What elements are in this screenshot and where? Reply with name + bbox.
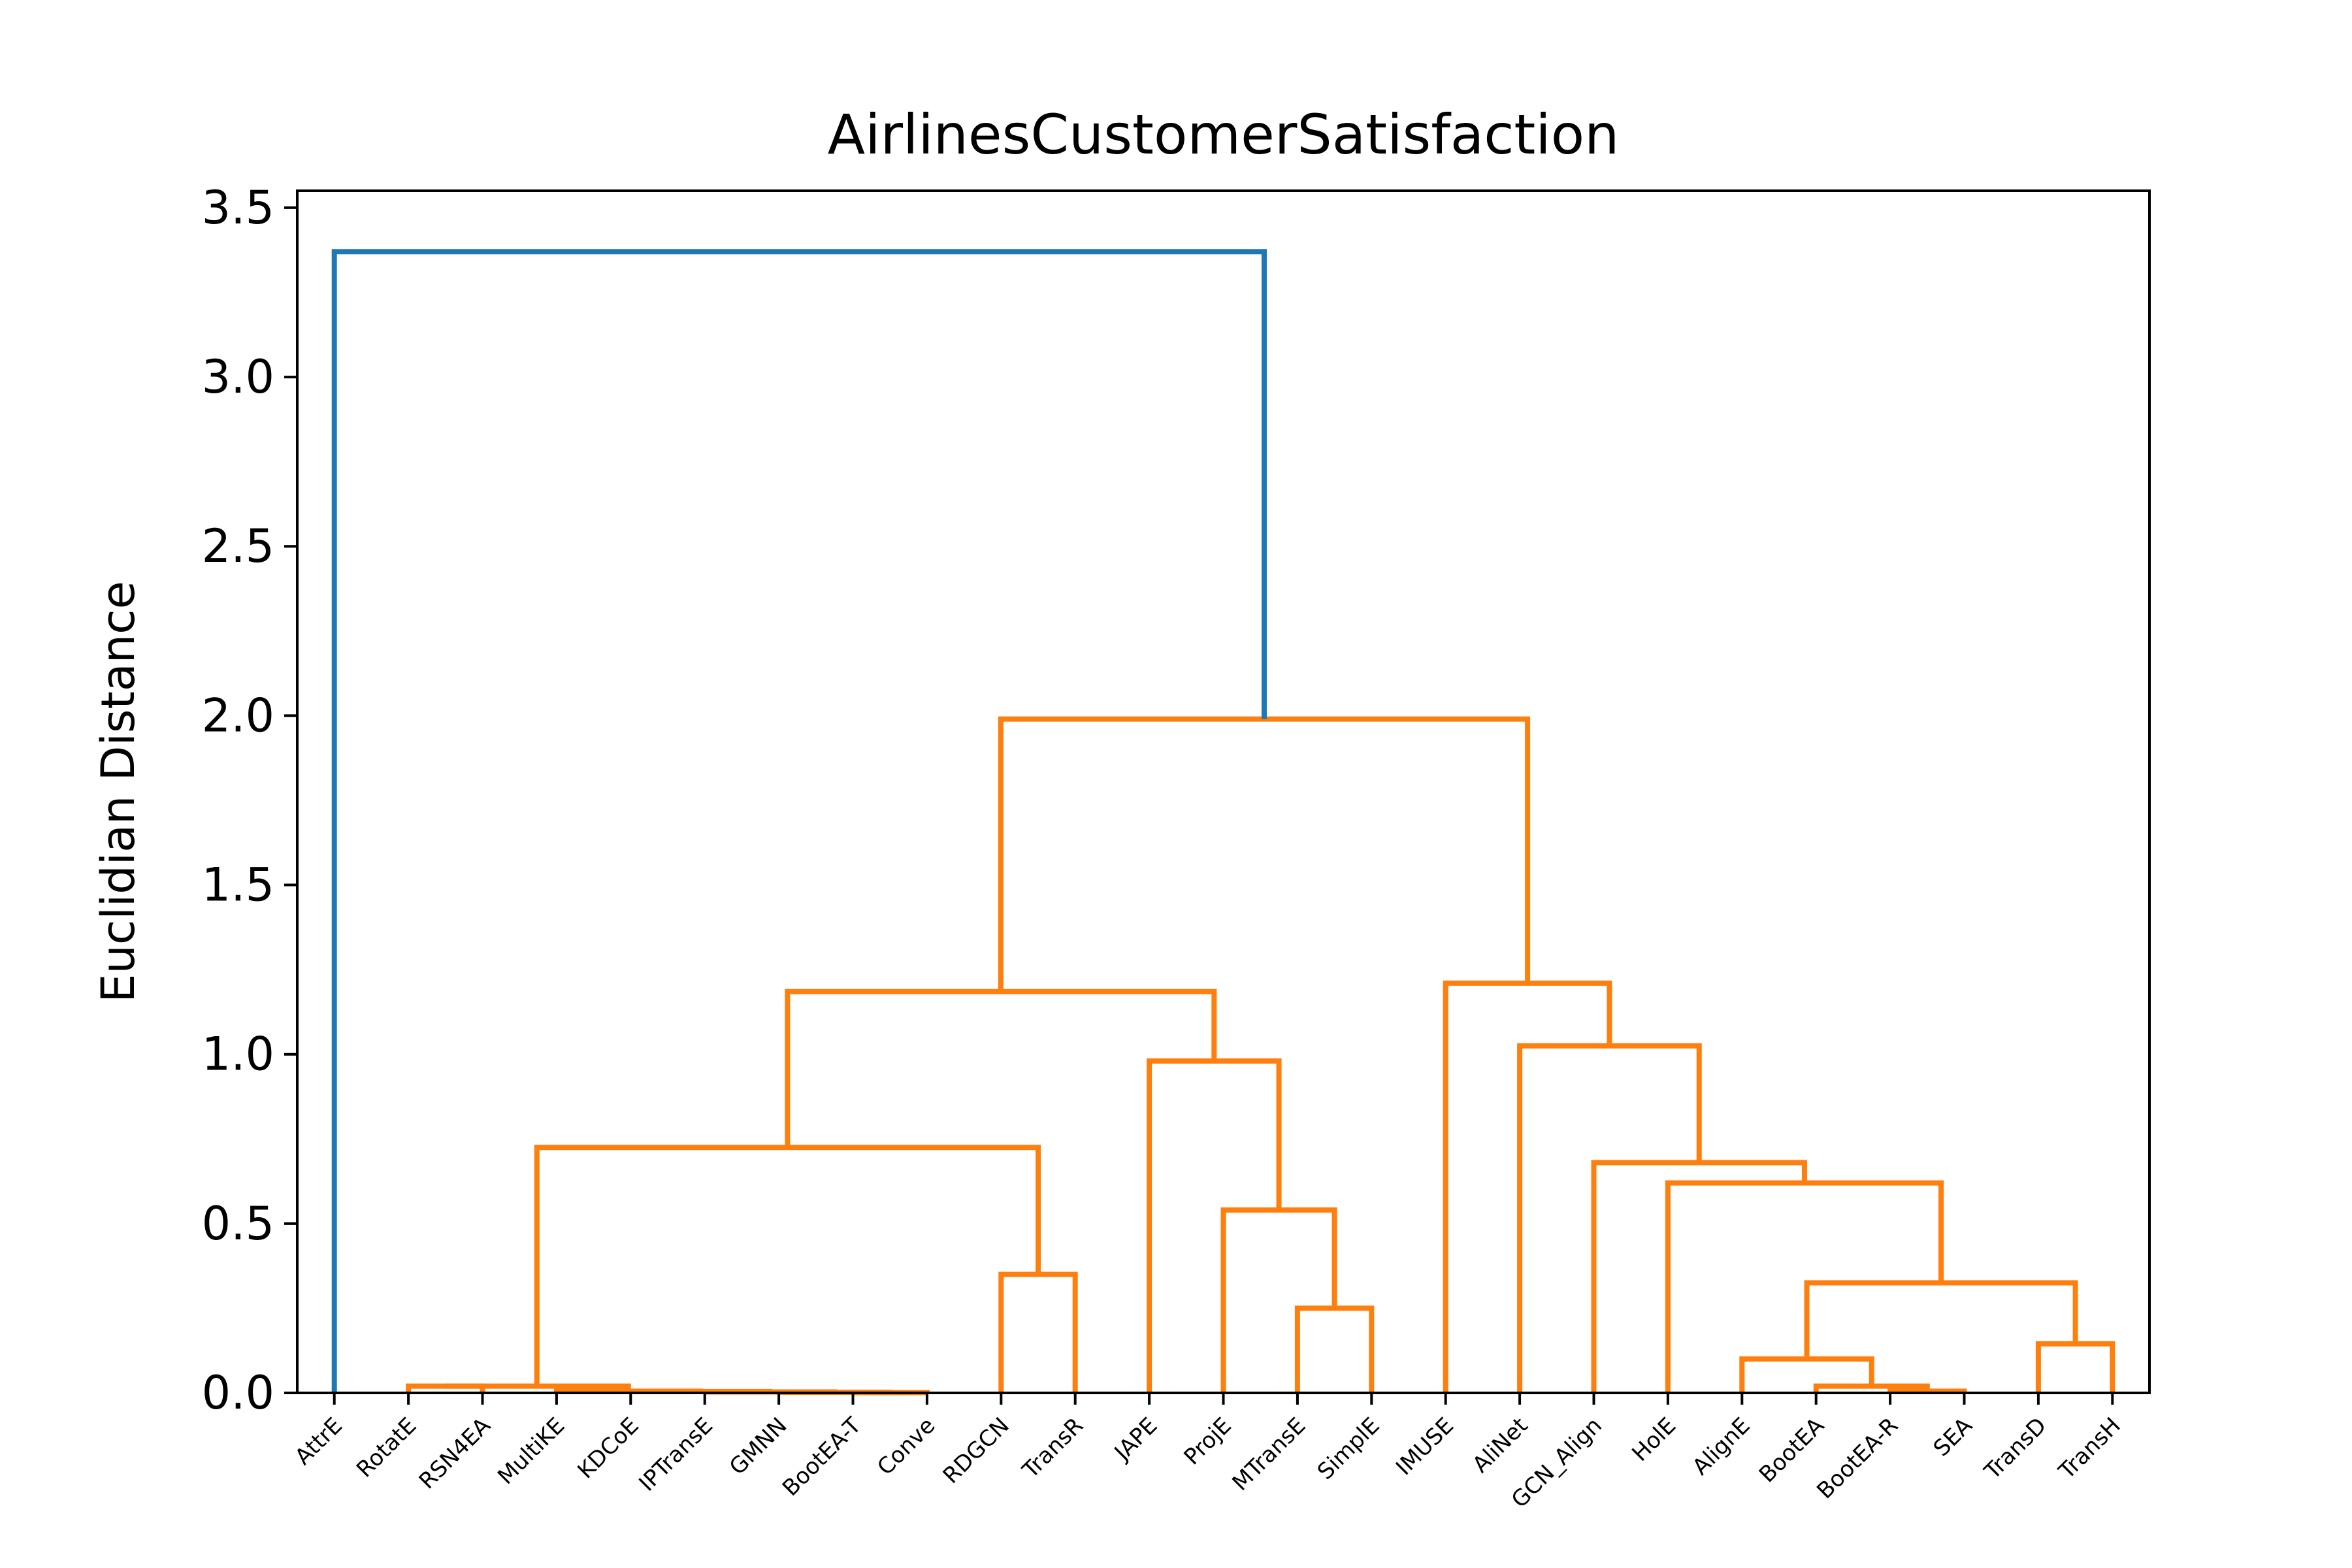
- y-tick-label: 0.5: [202, 1197, 274, 1250]
- dendrogram-link-12: [1804, 1280, 2078, 1360]
- y-axis-ticks: 0.0 0.5 1.0 1.5 2.0 2.5 3.0 3.5: [202, 181, 297, 1420]
- y-tick-label: 1.5: [202, 858, 274, 912]
- y-tick-label: 2.5: [202, 519, 274, 573]
- dendrogram-link-18: [1147, 1058, 1282, 1393]
- dendrogram-link-16: [1591, 1160, 1807, 1393]
- y-tick-label: 0.0: [202, 1366, 274, 1420]
- y-tick-label: 1.0: [202, 1028, 274, 1081]
- dendrogram-link-17: [534, 1145, 1041, 1386]
- y-tick-label: 3.5: [202, 181, 274, 235]
- dendrogram-links: [331, 249, 2115, 1396]
- dendrogram-link-9: [1739, 1356, 1874, 1393]
- dendrogram-link-15: [1665, 1180, 1944, 1393]
- chart-title: AirlinesCustomerSatisfaction: [828, 103, 1620, 167]
- dendrogram-link-6: [445, 1383, 631, 1392]
- y-tick-label: 2.0: [202, 689, 274, 742]
- dendrogram-link-23: [331, 249, 1267, 1393]
- y-tick-label: 3.0: [202, 350, 274, 404]
- dendrogram-link-21: [1443, 980, 1612, 1393]
- y-axis-label: Euclidian Distance: [91, 581, 145, 1002]
